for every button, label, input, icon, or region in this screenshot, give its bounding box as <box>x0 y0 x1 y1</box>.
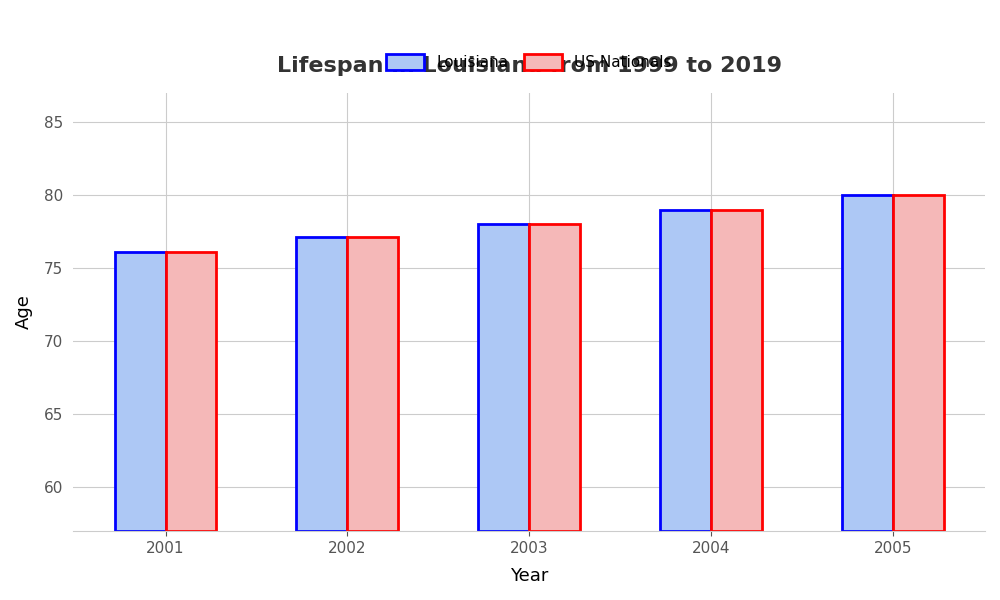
Legend: Louisiana, US Nationals: Louisiana, US Nationals <box>380 48 678 76</box>
Bar <box>166 252 216 531</box>
Bar <box>115 252 166 531</box>
X-axis label: Year: Year <box>510 567 548 585</box>
Bar <box>893 195 944 531</box>
Y-axis label: Age: Age <box>15 295 33 329</box>
Bar <box>347 238 398 531</box>
Title: Lifespan in Louisiana from 1999 to 2019: Lifespan in Louisiana from 1999 to 2019 <box>277 56 782 76</box>
Bar <box>711 209 762 531</box>
Bar <box>842 195 893 531</box>
Bar <box>660 209 711 531</box>
Bar <box>529 224 580 531</box>
Bar <box>296 238 347 531</box>
Bar <box>478 224 529 531</box>
